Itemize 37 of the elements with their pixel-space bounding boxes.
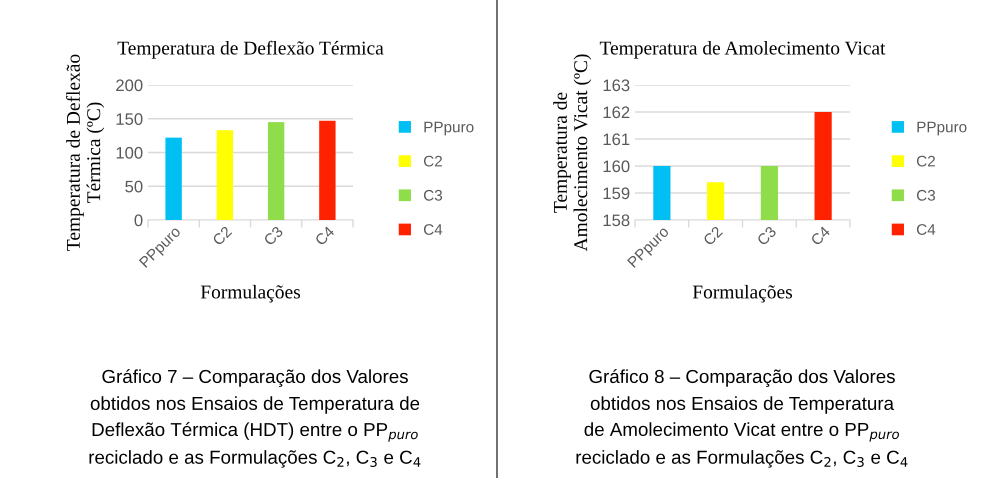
text: obtidos nos Ensaios de Temperatura de <box>90 396 420 414</box>
y-tick-label: 163 <box>604 79 630 92</box>
chart-title: Temperatura de Amolecimento Vicat <box>600 40 886 59</box>
y-tick-label: 0 <box>134 214 142 226</box>
x-tick-label: C2 <box>702 226 724 246</box>
text: obtidos nos Ensaios de Temperatura <box>590 396 894 414</box>
text: Gráfico 7 – Comparação dos Valores <box>102 369 408 387</box>
x-axis-title: Formulações <box>692 284 792 302</box>
text: Deflexão Térmica (HDT) entre o PP$_{puro}$ <box>92 422 418 442</box>
y-tick-label: 160 <box>604 160 630 172</box>
x-tick-label: C3 <box>756 226 777 246</box>
legend-label: PPpuro <box>917 122 967 136</box>
x-tick-label: C2 <box>212 226 232 246</box>
legend-label: C2 <box>424 156 442 167</box>
y-tick-label: 100 <box>116 146 142 159</box>
x-axis-title: Formulações <box>200 284 300 302</box>
text: Gráfico 8 – Comparação dos Valores <box>589 369 895 387</box>
y-tick-label: 200 <box>116 79 142 92</box>
chart-title: Temperatura de Deflexão Térmica <box>118 40 384 59</box>
x-tick-label: C4 <box>314 225 335 246</box>
y-tick-label: 159 <box>604 187 630 200</box>
x-tick-label: C3 <box>263 226 284 246</box>
legend-label: C3 <box>424 190 442 201</box>
text: reciclado e as Formulações C$_{2}$, C$_{3}$ e C$_{4}$ <box>89 450 420 468</box>
y-tick-label: 50 <box>125 180 142 192</box>
y-axis-title: Temperatura de Deflexão Térmica (ºC) <box>66 54 104 251</box>
text: de Amolecimento Vicat entre o PP$_{puro}$ <box>584 422 899 442</box>
y-axis-title: Temperatura de Amolecimento Vicat (ºC) <box>553 54 592 252</box>
legend-label: C3 <box>916 190 936 201</box>
y-tick-label: 161 <box>604 133 630 146</box>
legend-label: C2 <box>916 156 935 167</box>
y-tick-label: 150 <box>116 113 142 125</box>
y-tick-label: 162 <box>604 106 630 118</box>
y-tick-label: 158 <box>604 214 630 226</box>
legend-label: PPpuro <box>424 122 474 136</box>
text: reciclado e as Formulações C$_{2}$, C$_{3}$ e C$_{4}$ <box>576 450 908 468</box>
x-tick-label: C4 <box>810 225 831 246</box>
